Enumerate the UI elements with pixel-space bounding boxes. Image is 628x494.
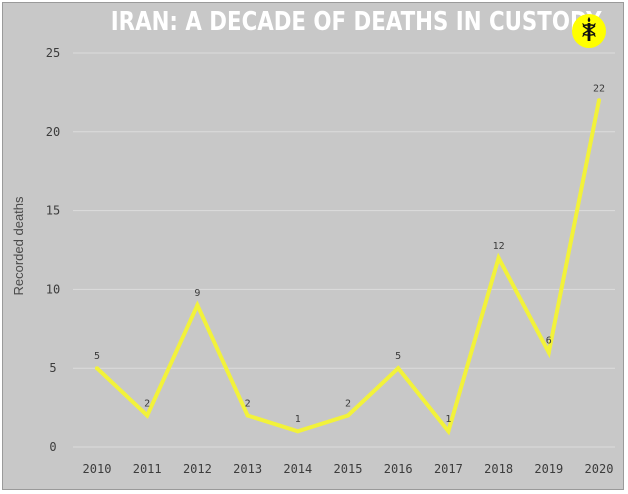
candle-in-barbed-wire-icon bbox=[572, 14, 606, 48]
x-tick-label: 2012 bbox=[183, 462, 212, 476]
data-point bbox=[295, 429, 300, 434]
data-label: 1 bbox=[445, 414, 451, 425]
y-tick-label: 20 bbox=[46, 125, 60, 139]
y-axis-label: Recorded deaths bbox=[11, 196, 26, 296]
data-label: 5 bbox=[94, 351, 100, 362]
x-tick-labels: 2010 2011 2012 2013 2014 2015 2016 2017 2018 2019… bbox=[83, 462, 614, 476]
data-label: 2 bbox=[144, 398, 150, 409]
data-point bbox=[195, 303, 200, 308]
x-tick-label: 2017 bbox=[434, 462, 463, 476]
data-point bbox=[597, 98, 601, 103]
x-tick-label: 2014 bbox=[283, 462, 312, 476]
data-point bbox=[546, 350, 551, 355]
x-tick-label: 2015 bbox=[334, 462, 363, 476]
data-label: 1 bbox=[295, 414, 301, 425]
grid-lines bbox=[73, 52, 615, 448]
x-tick-label: 2019 bbox=[534, 462, 563, 476]
y-tick-label: 25 bbox=[46, 46, 60, 60]
data-label: 5 bbox=[395, 351, 401, 362]
chart-title-text: IRAN: A DECADE OF DEATHS IN CUSTODY bbox=[110, 7, 602, 37]
data-point bbox=[346, 413, 350, 418]
data-label: 9 bbox=[194, 288, 200, 299]
data-label: 2 bbox=[245, 398, 251, 409]
series-line bbox=[95, 99, 601, 436]
series-layer bbox=[95, 98, 601, 436]
data-label: 22 bbox=[593, 83, 605, 94]
x-tick-label: 2013 bbox=[233, 462, 262, 476]
y-tick-label: 5 bbox=[49, 361, 56, 375]
data-point bbox=[245, 413, 250, 418]
x-tick-label: 2018 bbox=[484, 462, 513, 476]
x-tick-label: 2011 bbox=[133, 462, 162, 476]
data-label: 12 bbox=[493, 241, 505, 252]
y-tick-label: 10 bbox=[46, 282, 60, 296]
data-point bbox=[396, 366, 401, 371]
data-point bbox=[145, 413, 150, 418]
data-point bbox=[95, 366, 99, 371]
y-tick-labels: 0 5 10 15 20 25 bbox=[46, 46, 60, 454]
chart-title: IRAN: A DECADE OF DEATHS IN CUSTODY bbox=[3, 7, 602, 37]
data-point bbox=[496, 255, 501, 260]
data-label: 6 bbox=[546, 335, 552, 346]
x-tick-label: 2020 bbox=[585, 462, 614, 476]
data-label: 2 bbox=[345, 398, 351, 409]
y-tick-label: 0 bbox=[49, 440, 56, 454]
chart-frame: IRAN: A DECADE OF DEATHS IN CUSTODY 0 5 10… bbox=[2, 2, 624, 490]
y-tick-label: 15 bbox=[46, 204, 60, 218]
data-point bbox=[446, 429, 451, 434]
x-tick-label: 2016 bbox=[384, 462, 413, 476]
x-tick-label: 2010 bbox=[83, 462, 112, 476]
